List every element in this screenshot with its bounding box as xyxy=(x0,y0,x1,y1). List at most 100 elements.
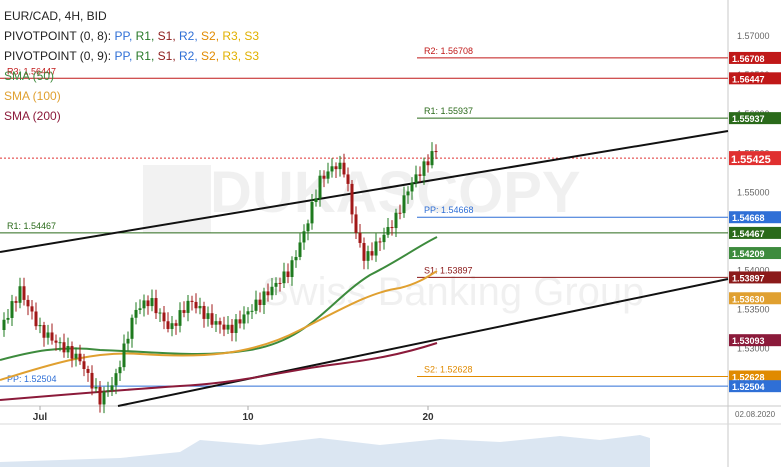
legend-pivot-9-s1: S1, xyxy=(157,49,179,63)
candle-bull xyxy=(254,299,258,311)
candle-bull xyxy=(118,367,122,374)
candle-bull xyxy=(102,391,106,405)
price-axis-tag-bg xyxy=(729,72,781,85)
candle-bear xyxy=(146,300,150,307)
price-tick-label: 1.55000 xyxy=(737,187,770,197)
candle-bull xyxy=(410,182,414,192)
candle-bull xyxy=(2,319,6,330)
sma-200-line xyxy=(0,342,438,401)
candle-bear xyxy=(30,306,34,312)
last-price-tag-bg xyxy=(729,151,781,166)
candle-bear xyxy=(322,175,326,179)
candle-bull xyxy=(402,195,406,214)
candle-bull xyxy=(406,191,410,196)
candle-bull xyxy=(114,373,118,386)
candle-bull xyxy=(74,353,78,359)
candle-bear xyxy=(78,353,82,362)
candle-bull xyxy=(126,338,130,344)
candle-bull xyxy=(66,346,70,353)
candle-bear xyxy=(398,212,402,214)
legend-sma-100: SMA (100) xyxy=(4,89,61,103)
candle-bear xyxy=(418,174,422,176)
trendline-lower xyxy=(117,278,729,407)
candle-bear xyxy=(26,299,30,307)
legend-pivot-8: PIVOTPOINT (0, 8): PP, R1, S1, R2, S2, R… xyxy=(4,26,259,46)
candle-bear xyxy=(90,372,94,389)
candle-bull xyxy=(366,251,370,261)
candle-bull xyxy=(382,234,386,243)
candle-bear xyxy=(174,323,178,326)
price-axis-tag-bg xyxy=(729,51,781,64)
candle-bull xyxy=(294,256,298,261)
candle-bear xyxy=(378,241,382,243)
candle-bear xyxy=(334,166,338,170)
candle-bear xyxy=(286,271,290,277)
pivot-label-s2: S2: 1.52628 xyxy=(424,364,473,374)
candle-bull xyxy=(6,317,10,320)
legend-pivot-8-s2: S2, xyxy=(201,29,223,43)
price-axis-tag: 1.54668 xyxy=(732,213,765,223)
price-axis-tag: 1.56708 xyxy=(732,54,765,64)
chart-title: EUR/CAD, 4H, BID xyxy=(4,9,107,23)
candle-bull xyxy=(290,260,294,277)
price-axis-tag: 1.52628 xyxy=(732,372,765,382)
price-axis-tag: 1.55937 xyxy=(732,114,765,124)
candle-bull xyxy=(110,385,114,391)
sma-axis-tag: 1.53093 xyxy=(732,336,765,346)
candle-bull xyxy=(262,291,266,305)
candle-bear xyxy=(238,319,242,324)
legend-pivot-8-r3: R3, xyxy=(222,29,245,43)
candle-bull xyxy=(394,212,398,229)
legend-sma-50: SMA (50) xyxy=(4,69,55,83)
price-axis-tag-bg xyxy=(729,211,781,224)
candle-bear xyxy=(82,361,86,370)
candle-bull xyxy=(310,202,314,224)
candle-bull xyxy=(206,313,210,319)
legend-pivot-9-s3: S3 xyxy=(244,49,260,63)
candle-bull xyxy=(374,241,378,256)
candle-bear xyxy=(210,313,214,325)
legend-pivot-9-prefix: PIVOTPOINT (0, 9): xyxy=(4,49,112,63)
price-axis-tag: 1.56447 xyxy=(732,74,765,84)
candle-bull xyxy=(94,387,98,389)
pivot-label-ppb: PP: 1.52504 xyxy=(7,374,57,384)
sma-axis-tag-bg xyxy=(729,247,781,260)
candle-bear xyxy=(230,324,234,333)
candle-bull xyxy=(122,343,126,368)
legend-pivot-8-prefix: PIVOTPOINT (0, 8): xyxy=(4,29,112,43)
trendline-upper xyxy=(0,130,729,253)
candle-bear xyxy=(194,301,198,309)
candle-bear xyxy=(222,324,226,330)
pivot-label-s1: S1: 1.53897 xyxy=(424,265,473,275)
candle-bull xyxy=(326,171,330,179)
sma-axis-tag-bg xyxy=(729,292,781,305)
candle-bull xyxy=(130,317,134,339)
last-price-tag: 1.55425 xyxy=(731,154,771,166)
candle-bull xyxy=(246,311,250,315)
candle-bull xyxy=(46,332,50,338)
price-axis-tag-bg xyxy=(729,226,781,239)
price-axis-tag: 1.52504 xyxy=(732,382,765,392)
legend-pivot-8-s1: S1, xyxy=(157,29,179,43)
candle-bear xyxy=(34,311,38,327)
candle-bear xyxy=(86,369,90,373)
candle-bull xyxy=(178,310,182,326)
candle-bull xyxy=(318,175,322,199)
candle-bear xyxy=(346,174,350,184)
legend-pivot-8-r2: R2, xyxy=(179,29,202,43)
candle-bull xyxy=(386,227,390,235)
candle-bull xyxy=(142,300,146,309)
candle-bull xyxy=(314,198,318,203)
candle-bear xyxy=(218,321,222,325)
candle-bear xyxy=(98,387,102,405)
candle-bull xyxy=(306,223,310,232)
sma-axis-tag: 1.53630 xyxy=(732,294,765,304)
candle-bull xyxy=(242,314,246,324)
candle-bull xyxy=(298,242,302,257)
legend-pivot-9: PIVOTPOINT (0, 9): PP, R1, S1, R2, S2, R… xyxy=(4,46,259,66)
candle-bull xyxy=(274,282,278,287)
price-axis-tag-bg xyxy=(729,112,781,125)
candle-bull xyxy=(282,271,286,284)
